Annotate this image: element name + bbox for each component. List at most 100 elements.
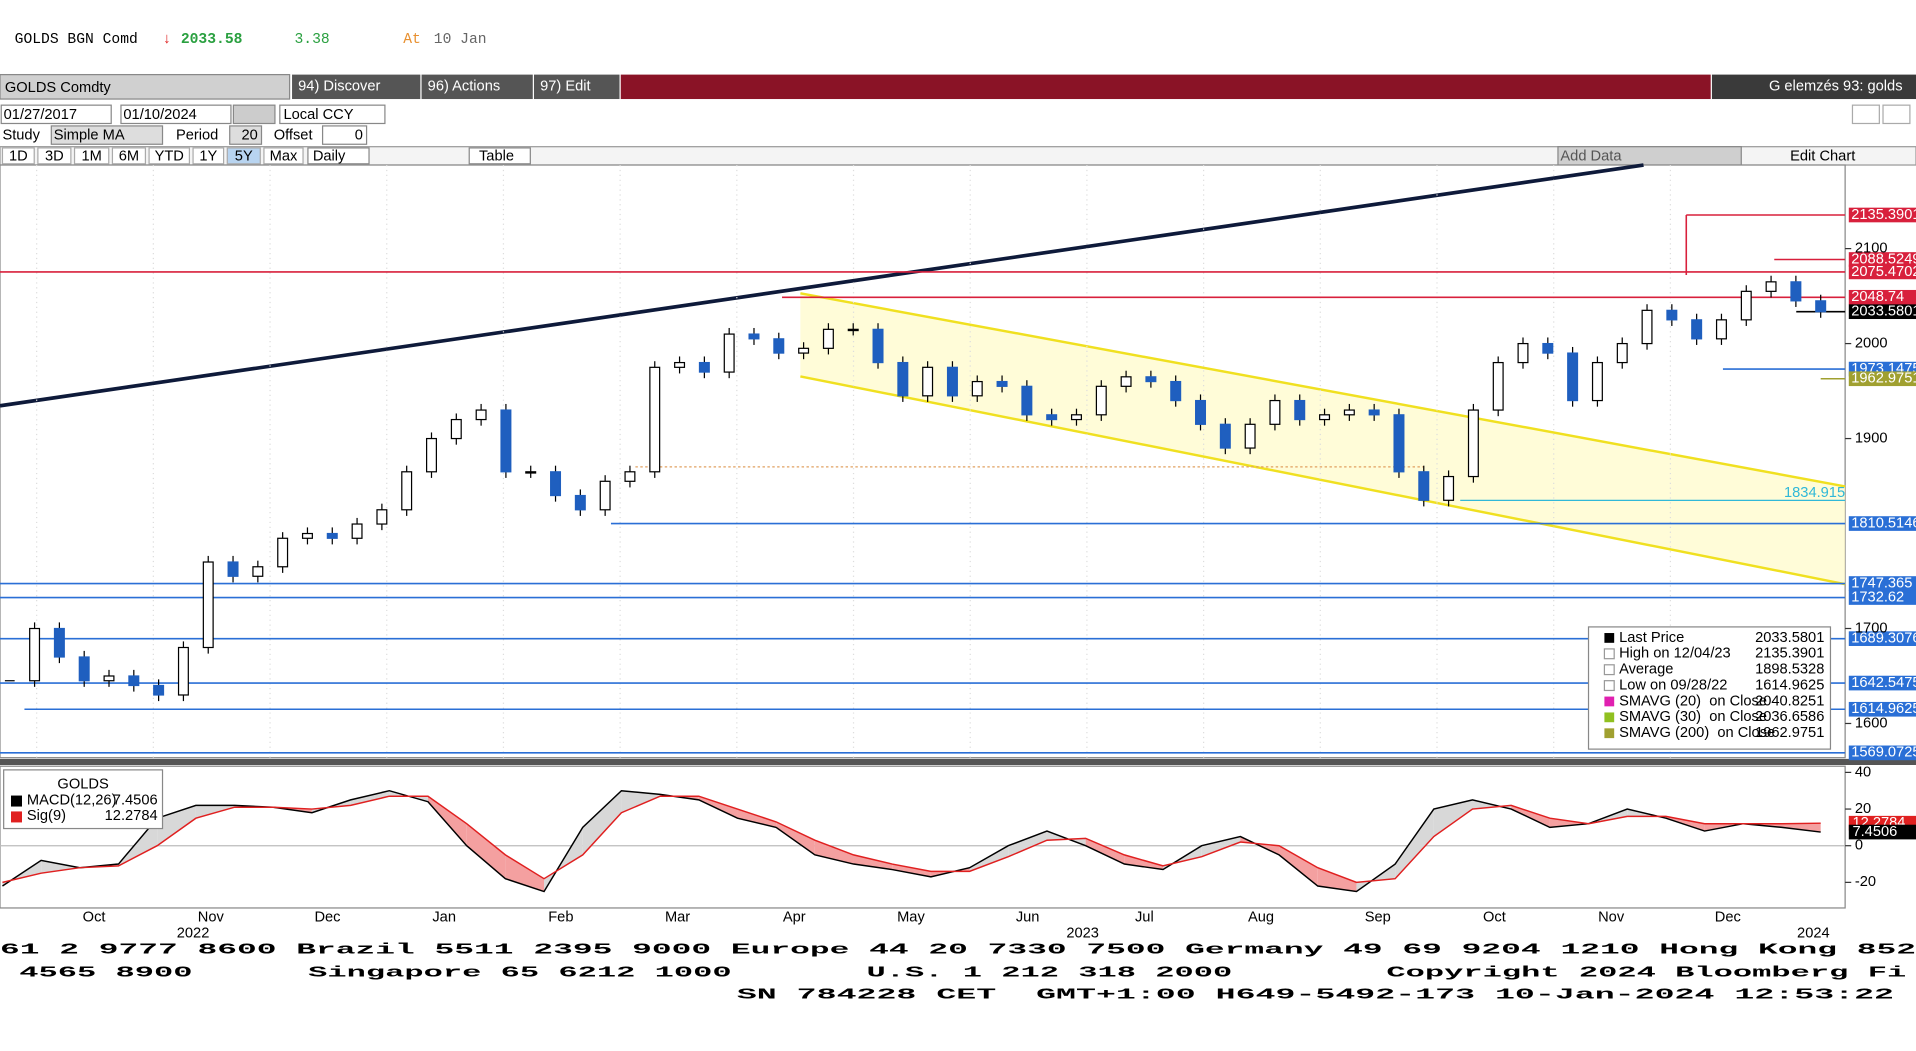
- candle: [1443, 475, 1455, 501]
- x-tick-label: Dec: [1715, 910, 1741, 926]
- price: 2033.58: [181, 32, 243, 48]
- legend-swatch: [1604, 712, 1615, 723]
- period: 20: [242, 128, 258, 144]
- macd-fill: [1549, 818, 1589, 828]
- candle: [698, 361, 710, 373]
- candle: [1120, 376, 1132, 387]
- overlay: 2135.39012088.52492075.47022048.742033.5…: [10, 207, 1916, 840]
- last-value-box: [1848, 824, 1916, 840]
- table-button[interactable]: [468, 147, 531, 165]
- candle: [1740, 290, 1752, 321]
- offset-input[interactable]: [321, 125, 368, 145]
- button[interactable]: [421, 74, 533, 100]
- level-label-box: [1848, 631, 1916, 646]
- footer-line: 4565 8900 Singapore 65 6212 1000 U.S. 1 …: [0, 966, 1907, 982]
- frequency-select[interactable]: [307, 147, 370, 165]
- candle: [1517, 342, 1529, 364]
- macd-fill: [427, 796, 467, 846]
- macd-fill: [41, 860, 80, 874]
- range-button[interactable]: [263, 147, 304, 165]
- candle: [624, 471, 636, 482]
- macd-fill: [1782, 823, 1821, 833]
- redo[interactable]: [1882, 104, 1911, 125]
- button[interactable]: [292, 74, 421, 100]
- legend-name: High on 12/04/23: [1619, 646, 1731, 662]
- y-tick-label: 20: [1855, 801, 1871, 817]
- legend-swatch: [1604, 696, 1615, 707]
- study-select[interactable]: [50, 125, 164, 145]
- legend-value: 2036.6586: [1755, 709, 1824, 725]
- button-label: 97) Edit: [540, 79, 591, 95]
- range-label: 1Y: [199, 148, 217, 164]
- range-button[interactable]: [73, 147, 110, 165]
- range-button[interactable]: [37, 147, 72, 165]
- level-label-box: [1848, 289, 1916, 305]
- period-input[interactable]: [229, 125, 263, 145]
- study-label: Study: [2, 128, 40, 144]
- footer-line: SN 784228 CET GMT+1:00 H649-5492-173 10-…: [737, 988, 1894, 1004]
- offset-label: Offset: [274, 128, 313, 144]
- button[interactable]: [533, 74, 620, 100]
- y-tick-label: 2100: [1855, 240, 1888, 256]
- candle: [1815, 300, 1827, 313]
- candle: [1021, 385, 1033, 416]
- date-input[interactable]: [120, 104, 232, 125]
- candle: [847, 328, 859, 332]
- level-label-box: [1848, 371, 1916, 387]
- range-button[interactable]: [192, 147, 225, 165]
- macd-fill: [892, 864, 931, 877]
- range-button[interactable]: [226, 147, 261, 165]
- x-tick-label: May: [897, 910, 925, 926]
- change: 3.38: [294, 32, 329, 48]
- legend-value: 1962.9751: [1755, 725, 1824, 741]
- period-label: Period: [176, 128, 218, 144]
- candle: [649, 366, 661, 473]
- year-label: 2024: [1797, 926, 1830, 942]
- candle: [1616, 342, 1628, 364]
- security-box[interactable]: [0, 73, 291, 100]
- date-input[interactable]: [0, 104, 112, 125]
- legend-value: 2040.8251: [1755, 693, 1824, 709]
- candle: [773, 338, 785, 354]
- edit-chart[interactable]: Edit Chart: [1790, 148, 1855, 164]
- macd-fill: [621, 790, 661, 813]
- legend-name: Low on 09/28/22: [1619, 677, 1727, 693]
- macd-line: [2, 789, 1821, 893]
- macd-legend-box: [3, 769, 164, 830]
- macd-fill: [698, 796, 738, 819]
- level-label: 1689.3076: [1851, 631, 1916, 647]
- range-label: 1D: [9, 148, 28, 164]
- macd-fill: [776, 821, 815, 855]
- candle: [1418, 471, 1430, 501]
- y-tick-label: 2000: [1855, 335, 1888, 351]
- x-tick-label: Dec: [314, 910, 340, 926]
- window-title: G elemzés 93: golds: [1769, 79, 1903, 95]
- candle: [103, 675, 115, 682]
- offset: 0: [355, 128, 363, 144]
- nav-buttons[interactable]: [232, 104, 276, 125]
- candle: [475, 409, 487, 421]
- range-button[interactable]: [1, 147, 35, 165]
- undo[interactable]: [1851, 104, 1880, 125]
- macd-line: [2, 795, 1821, 884]
- candle: [674, 361, 686, 368]
- macd-fill: [737, 809, 777, 828]
- macd-fill: [1511, 805, 1550, 828]
- macd-fill: [582, 790, 622, 855]
- year-label: 2022: [177, 926, 210, 942]
- legend-value: 2033.5801: [1755, 630, 1824, 646]
- legend-swatch: [1604, 728, 1615, 739]
- title-bar: [620, 74, 1711, 100]
- x-tick-label: Jan: [432, 910, 456, 926]
- macd-fill: [1279, 845, 1318, 887]
- annotation-label: 1834.915: [1784, 485, 1845, 501]
- candle: [1095, 385, 1107, 416]
- x-tick-label: Jun: [1016, 910, 1040, 926]
- x-tick-label: Jul: [1135, 910, 1154, 926]
- currency-select[interactable]: [279, 104, 386, 125]
- range-button[interactable]: [111, 147, 147, 165]
- candle: [1368, 409, 1380, 416]
- range-button[interactable]: [148, 147, 191, 165]
